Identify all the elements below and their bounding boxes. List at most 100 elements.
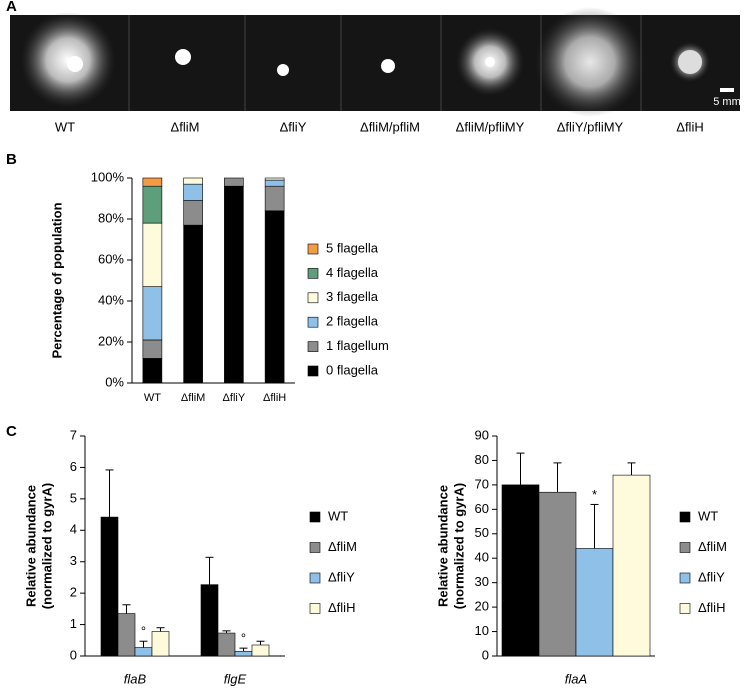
x-tick-label: flaB: [124, 671, 147, 686]
legend-label: ΔfliM: [698, 539, 727, 554]
y-tick-label: 100%: [91, 169, 125, 184]
bar: [151, 631, 170, 657]
legend-swatch: [309, 603, 321, 614]
bar: [501, 484, 540, 657]
error-bar: [239, 647, 248, 652]
y-tick-label: 0: [482, 647, 489, 662]
legend-swatch: [307, 292, 319, 304]
bar-segment: [264, 179, 285, 187]
legend-swatch: [309, 542, 321, 553]
error-bar: [122, 604, 131, 614]
significance-mark: °: [141, 624, 146, 639]
strain-label: ΔfliM/pfliMY: [456, 119, 525, 134]
bar-segment: [142, 185, 163, 224]
x-tick-label: ΔfliM: [181, 392, 205, 404]
bar-segment: [224, 177, 244, 187]
legend-swatch: [307, 341, 319, 352]
error-bar: [105, 469, 114, 518]
y-axis-label: (normalized to gyrA): [451, 483, 466, 609]
error-bar: [205, 556, 214, 585]
y-tick-label: 4: [70, 522, 77, 537]
y-tick-label: 80%: [98, 210, 124, 225]
strain-label: ΔfliM: [171, 119, 200, 134]
panel-label: B: [6, 151, 17, 168]
bar-segment: [224, 185, 244, 384]
bar-segment: [183, 224, 203, 384]
bar-segment: [142, 222, 163, 287]
plates: 5 mm: [10, 7, 741, 117]
significance-mark: *: [592, 487, 597, 502]
strain-label: ΔfliH: [676, 119, 703, 134]
y-tick-label: 5: [70, 490, 77, 505]
bar-segment: [142, 286, 163, 341]
legend-label: 5 flagella: [326, 240, 379, 255]
x-tick-label: ΔfliH: [263, 392, 286, 404]
y-tick-label: 20%: [98, 333, 124, 348]
bar-segment: [264, 210, 285, 384]
strain-label: WT: [55, 119, 75, 134]
legend-label: 0 flagella: [326, 362, 379, 377]
error-bar: [256, 640, 265, 645]
y-tick-label: 70: [475, 476, 489, 491]
y-tick-label: 0%: [105, 374, 124, 389]
y-tick-label: 90: [475, 427, 489, 442]
bar: [217, 632, 236, 657]
y-tick-label: 30: [475, 574, 489, 589]
bar-segment: [183, 183, 203, 201]
error-bar: [553, 462, 562, 493]
legend-swatch: [307, 316, 319, 328]
y-tick-label: 0: [70, 647, 77, 662]
y-tick-label: 7: [70, 427, 77, 442]
legend-swatch: [679, 511, 691, 523]
legend-label: ΔfliY: [328, 569, 355, 584]
legend-label: ΔfliH: [698, 600, 725, 615]
bar: [251, 644, 270, 657]
significance-mark: °: [241, 631, 246, 646]
error-bar: [139, 640, 148, 648]
legend-label: 3 flagella: [326, 289, 379, 304]
bar: [234, 650, 253, 657]
y-tick-label: 40: [475, 550, 489, 565]
y-axis-label: Relative abundance: [23, 485, 38, 607]
bar: [200, 584, 219, 657]
y-tick-label: 60: [475, 501, 489, 516]
y-tick-label: 1: [70, 616, 77, 631]
y-tick-label: 10: [475, 623, 489, 638]
strain-label: ΔfliM/pfliM: [360, 119, 420, 134]
bar: [612, 474, 651, 657]
panel-label: A: [6, 0, 17, 15]
legend-swatch: [679, 603, 691, 614]
legend-swatch: [307, 365, 319, 377]
x-tick-label: flaA: [565, 671, 587, 686]
y-tick-label: 6: [70, 459, 77, 474]
legend-label: ΔfliY: [698, 569, 725, 584]
bar-segment: [142, 358, 163, 384]
y-tick-label: 60%: [98, 251, 124, 266]
legend-label: ΔfliH: [328, 600, 355, 615]
legend-swatch: [309, 572, 321, 584]
error-bar: [156, 627, 165, 632]
bar: [100, 516, 119, 657]
strain-label: ΔfliY/pfliMY: [557, 119, 624, 134]
bar: [134, 647, 153, 657]
error-bar: [516, 452, 525, 485]
y-tick-label: 40%: [98, 292, 124, 307]
y-axis-label: Relative abundance: [435, 485, 450, 607]
bar-segment: [183, 200, 203, 226]
legend-swatch: [679, 572, 691, 584]
bar-segment: [142, 177, 163, 187]
x-tick-label: flgE: [224, 671, 247, 686]
y-tick-label: 20: [475, 599, 489, 614]
y-tick-label: 80: [475, 452, 489, 467]
strain-label: ΔfliY: [280, 119, 307, 134]
legend-label: ΔfliM: [328, 539, 357, 554]
panel-label: C: [6, 423, 17, 440]
legend-label: WT: [698, 508, 718, 523]
scale-bar-label: 5 mm: [713, 96, 741, 108]
x-tick-label: ΔfliY: [223, 392, 246, 404]
bar-segment: [264, 177, 285, 181]
error-bar: [222, 630, 231, 634]
legend-label: 2 flagella: [326, 314, 379, 329]
y-tick-label: 2: [70, 585, 77, 600]
